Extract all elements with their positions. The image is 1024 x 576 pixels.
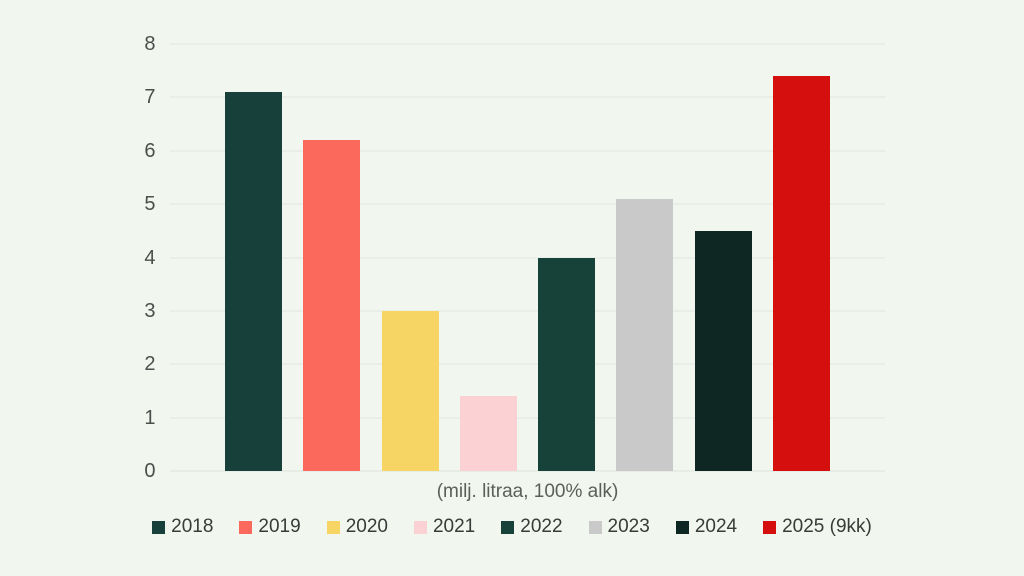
bar-2022 bbox=[538, 257, 596, 471]
bar-2023 bbox=[616, 198, 674, 471]
legend-item-2021: 2021 bbox=[413, 516, 476, 538]
gridline-3 bbox=[170, 310, 885, 312]
y-tick-label-2: 2 bbox=[144, 353, 156, 376]
bar-2025-9kk bbox=[772, 76, 830, 471]
legend-item-2024: 2024 bbox=[675, 516, 738, 538]
y-tick-label-8: 8 bbox=[144, 33, 156, 55]
legend-item-2022: 2022 bbox=[501, 516, 563, 538]
x-axis-caption: (milj. litraa, 100% alk) bbox=[436, 481, 619, 502]
legend-label-2018: 2018 bbox=[171, 516, 214, 537]
bars bbox=[170, 44, 885, 471]
legend-swatch-2018 bbox=[152, 520, 166, 534]
gridline-4 bbox=[170, 257, 885, 258]
gridline-0 bbox=[170, 470, 885, 472]
y-tick-label-3: 3 bbox=[144, 299, 156, 322]
legend-label-2020: 2020 bbox=[345, 516, 388, 537]
bar-2020 bbox=[381, 310, 439, 471]
gridline-8 bbox=[170, 43, 885, 45]
gridline-2 bbox=[170, 363, 885, 365]
legend-swatch-2019 bbox=[239, 520, 253, 534]
legend-item-2020: 2020 bbox=[326, 516, 388, 538]
legend-swatch-2020 bbox=[326, 520, 340, 534]
legend-label-2023: 2023 bbox=[607, 516, 650, 537]
legend-swatch-2021 bbox=[413, 520, 427, 534]
legend-swatch-2023 bbox=[588, 520, 602, 534]
bar-2019 bbox=[303, 140, 361, 471]
y-tick-label-1: 1 bbox=[144, 406, 156, 429]
y-axis: 0 1 2 3 4 5 6 7 8 bbox=[0, 34, 156, 481]
y-tick-label-4: 4 bbox=[144, 246, 156, 269]
y-tick-label-5: 5 bbox=[144, 193, 156, 216]
legend: 2018 2019 2020 2021 2022 2023 2024 2025 (9kk) bbox=[0, 516, 1024, 538]
legend-label-2021: 2021 bbox=[432, 516, 476, 537]
legend-item-2025-9kk: 2025 (9kk) bbox=[763, 516, 872, 538]
legend-swatch-2025-9kk bbox=[763, 520, 777, 534]
y-tick-label-0: 0 bbox=[144, 460, 156, 482]
gridline-7 bbox=[170, 96, 885, 98]
legend-swatch-2022 bbox=[501, 520, 515, 534]
gridline-6 bbox=[170, 150, 885, 152]
bar-2018 bbox=[225, 92, 282, 471]
legend-label-2024: 2024 bbox=[694, 516, 738, 537]
bar-2024 bbox=[694, 230, 752, 471]
plot-area bbox=[170, 43, 885, 472]
legend-label-2019: 2019 bbox=[258, 516, 301, 537]
gridline-5 bbox=[170, 203, 885, 205]
legend-label-2022: 2022 bbox=[520, 516, 563, 537]
legend-label-2025-9kk: 2025 (9kk) bbox=[782, 516, 872, 537]
y-tick-label-6: 6 bbox=[144, 139, 156, 162]
legend-item-2019: 2019 bbox=[239, 516, 301, 538]
gridline-1 bbox=[170, 417, 885, 419]
legend-item-2023: 2023 bbox=[588, 516, 650, 538]
bar-2021 bbox=[459, 396, 517, 471]
y-tick-label-7: 7 bbox=[144, 86, 156, 109]
legend-swatch-2024 bbox=[675, 520, 689, 534]
legend-item-2018: 2018 bbox=[152, 516, 213, 538]
